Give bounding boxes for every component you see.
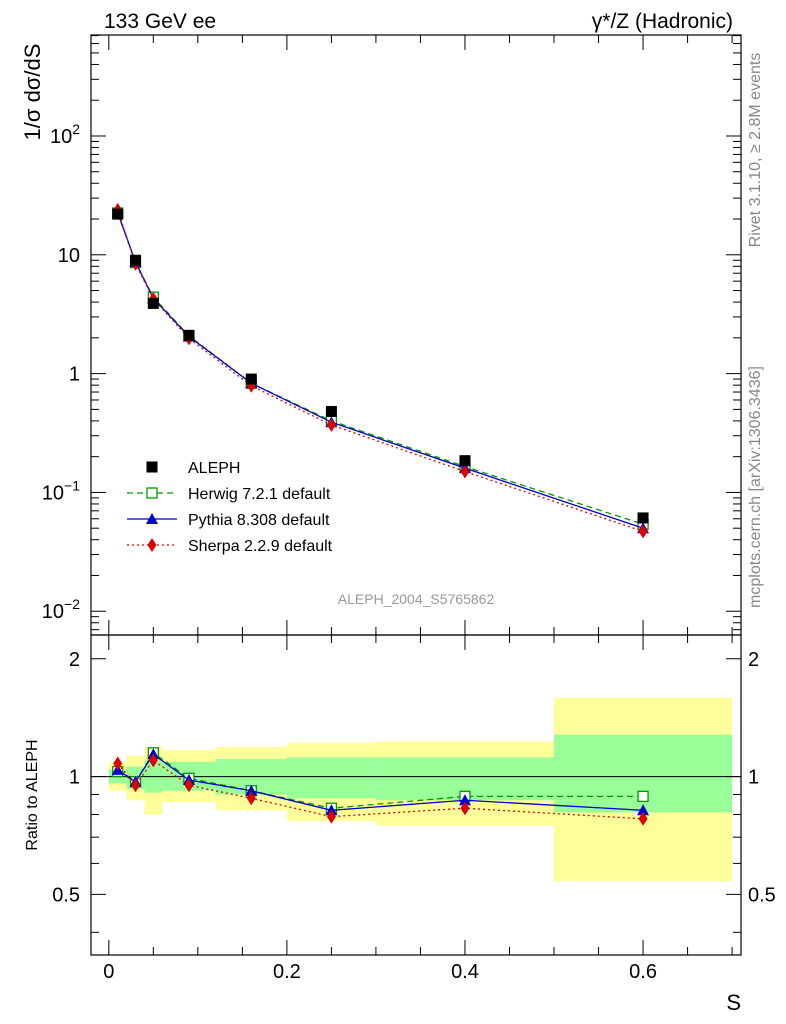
ratio-line [117, 753, 644, 811]
y-tick-label: 10−2 [42, 596, 80, 623]
data-point [245, 373, 257, 385]
ratio-series-diamond [113, 753, 648, 826]
data-point [459, 455, 471, 467]
ratio-point [637, 804, 650, 816]
ratio-tick-label-right: 2 [748, 649, 759, 671]
side-label-top: Rivet 3.1.10, ≥ 2.8M events [747, 53, 764, 248]
upper-data-points [112, 208, 649, 524]
series-line [117, 209, 644, 533]
ratio-point [637, 790, 649, 803]
legend-entry: ALEPH [146, 460, 240, 477]
series-open-square [112, 207, 649, 530]
data-point [183, 329, 195, 341]
ratio-line [117, 751, 644, 809]
series-point [638, 524, 648, 539]
upper-tick-labels: 102 10 1 10−1 10−2 [42, 121, 80, 623]
series-line [117, 212, 644, 525]
ratio-tick-label: 0.5 [52, 884, 80, 906]
legend-entry: Pythia 8.308 default [127, 512, 330, 529]
ratio-point [458, 794, 471, 806]
legend-entry: Sherpa 2.2.9 default [127, 538, 333, 555]
upper-axis-ticks [91, 35, 741, 635]
x-tick-label: 0.4 [451, 961, 479, 983]
upper-panel: 102 10 1 10−1 10−2 1/σ dσ/dS ALEPH_2004_S576… [20, 34, 742, 636]
legend: ALEPH Herwig 7.2.1 default Pythia 8.308 de… [127, 460, 333, 555]
ratio-panel: 2 2 1 1 0.5 0.5 Ratio to ALEPH 0 0.2 0.4 0.6 S [24, 634, 776, 1015]
data-point [147, 297, 159, 309]
ratio-panel-frame [90, 634, 742, 956]
analysis-label: ALEPH_2004_S5765862 [338, 591, 495, 607]
data-point [112, 208, 124, 220]
y-tick-label: 1 [69, 364, 80, 386]
legend-marker [146, 513, 158, 524]
ratio-point [246, 791, 256, 806]
ratio-point [638, 811, 648, 826]
x-tick-label: 0.2 [273, 961, 301, 983]
legend-marker [147, 538, 157, 552]
y-tick-label: 10 [58, 245, 80, 267]
band-green [286, 757, 376, 799]
side-label-bottom: mcplots.cern.ch [arXiv:1306.3436] [747, 366, 764, 608]
series-point [460, 464, 470, 479]
ratio-point [184, 778, 194, 793]
y-tick-label: 102 [50, 121, 80, 148]
ratio-point [148, 753, 158, 768]
x-tick-labels: 0 0.2 0.4 0.6 [103, 961, 657, 983]
legend-label: ALEPH [188, 460, 240, 477]
ratio-y-axis-label: Ratio to ALEPH [24, 739, 41, 850]
y-axis-label: 1/σ dσ/dS [20, 44, 45, 141]
ratio-bands [108, 697, 733, 882]
header: 133 GeV ee γ*/Z (Hadronic) [104, 10, 733, 33]
legend-marker [146, 487, 158, 499]
ratio-tick-label: 1 [69, 767, 80, 789]
ratio-tick-label: 2 [69, 649, 80, 671]
series-triangle [111, 206, 650, 534]
chart-title-left: 133 GeV ee [104, 10, 216, 33]
x-axis-label: S [726, 990, 741, 1015]
ratio-tick-labels: 2 2 1 1 0.5 0.5 [52, 649, 776, 907]
x-tick-label: 0 [103, 961, 114, 983]
data-point [325, 405, 337, 417]
series-point [326, 417, 336, 432]
legend-label: Sherpa 2.2.9 default [188, 538, 333, 555]
legend-label: Pythia 8.308 default [188, 512, 330, 529]
ratio-point [113, 756, 123, 771]
ratio-point [460, 801, 470, 816]
ratio-point [326, 809, 336, 824]
ratio-point [131, 778, 141, 793]
x-tick-label: 0.6 [629, 961, 657, 983]
legend-marker [146, 461, 158, 473]
ratio-tick-label-right: 0.5 [748, 884, 776, 906]
ratio-axis-ticks [91, 635, 741, 955]
legend-label: Herwig 7.2.1 default [188, 486, 331, 503]
ratio-series [111, 747, 650, 826]
chart-title-right: γ*/Z (Hadronic) [592, 10, 733, 33]
data-point [637, 512, 649, 524]
series-line [117, 212, 644, 529]
ratio-tick-label-right: 1 [748, 767, 759, 789]
legend-entry: Herwig 7.2.1 default [127, 486, 331, 503]
ratio-point [245, 784, 258, 796]
data-point [130, 254, 142, 266]
y-tick-label: 10−1 [42, 477, 80, 504]
